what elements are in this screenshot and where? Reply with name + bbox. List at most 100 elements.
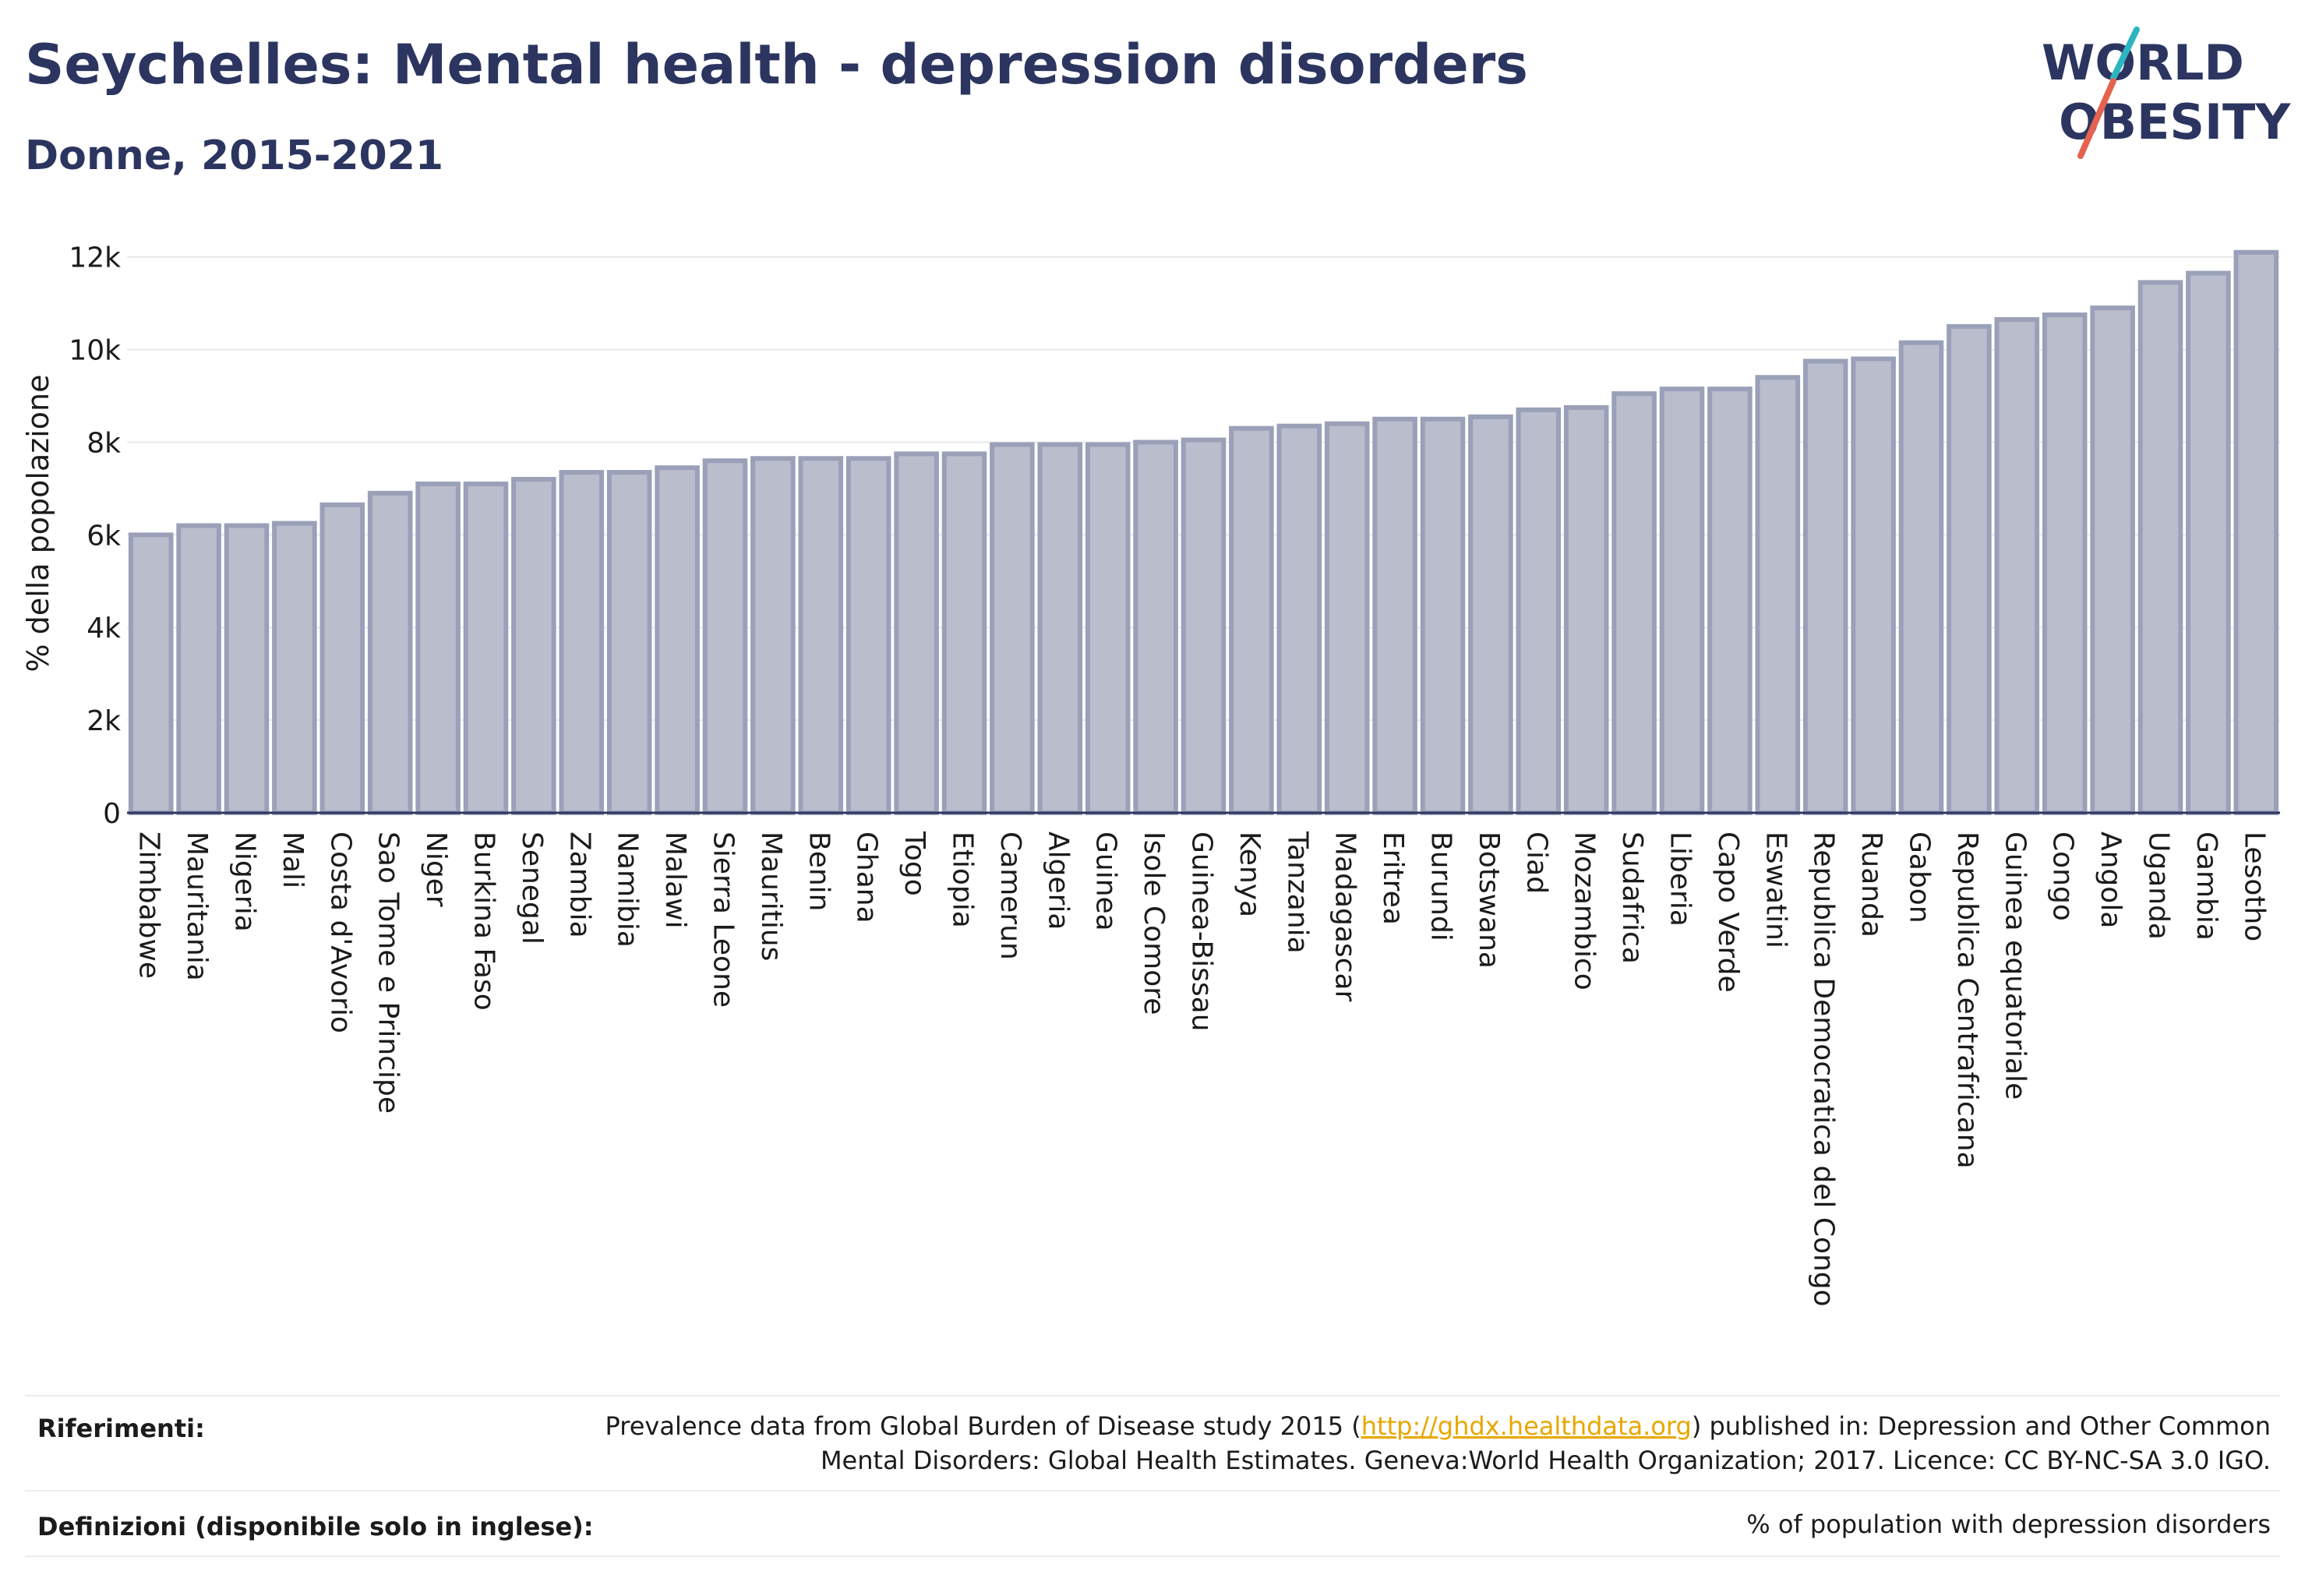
x-tick-label: Angola [2095, 832, 2127, 928]
bar[interactable] [1707, 387, 1753, 815]
x-tick-label: Kenya [1234, 832, 1265, 917]
x-tick-label: Liberia [1664, 832, 1696, 927]
references-text-pre: Prevalence data from Global Burden of Di… [605, 1411, 1361, 1441]
bar[interactable] [1181, 437, 1227, 815]
bar-chart: 0 2k 4k 6k 8k 10k 12k Zimbabwe Mauritania Nigeri… [21, 242, 2280, 1307]
x-tick-label: Mozambico [1569, 832, 1601, 990]
logo-word-world: WORLD [2042, 34, 2244, 91]
x-tick-label: Etiopia [947, 832, 979, 928]
bar[interactable] [2186, 270, 2231, 815]
x-tick-label: Isole Comore [1138, 832, 1170, 1015]
bar[interactable] [1085, 442, 1131, 816]
bar[interactable] [990, 442, 1035, 816]
bar[interactable] [1468, 414, 1513, 816]
bar[interactable] [2042, 312, 2088, 815]
bar[interactable] [367, 490, 413, 815]
x-tick-label: Guinea [1090, 832, 1122, 931]
x-tick-label: Costa d'Avorio [324, 832, 356, 1033]
bar[interactable] [1947, 323, 1992, 815]
bars [128, 249, 2279, 816]
bar[interactable] [1611, 391, 1657, 815]
y-tick-labels: 0 2k 4k 6k 8k 10k 12k [69, 242, 121, 830]
x-tick-label: Eswatini [1760, 832, 1791, 948]
bar[interactable] [1372, 416, 1417, 815]
bar[interactable] [1659, 387, 1705, 815]
bar[interactable] [559, 470, 605, 816]
world-obesity-logo: WORLD OBESITY [2042, 26, 2291, 159]
bar[interactable] [319, 502, 365, 815]
x-tick-label: Senegal [516, 832, 548, 945]
x-tick-label: Ruanda [1855, 832, 1887, 937]
bar[interactable] [1133, 440, 1178, 815]
y-tick-label: 4k [86, 613, 121, 644]
bar[interactable] [1755, 375, 1801, 816]
bar[interactable] [894, 451, 939, 816]
x-tick-labels: Zimbabwe Mauritania Nigeria Mali Costa d'Avo… [133, 831, 2271, 1307]
references-link[interactable]: http://ghdx.healthdata.org [1361, 1411, 1692, 1441]
bar[interactable] [224, 523, 270, 815]
bar[interactable] [798, 456, 844, 815]
x-tick-label: Algeria [1042, 832, 1074, 930]
x-tick-label: Zambia [563, 832, 595, 938]
references-label: Riferimenti: [37, 1414, 205, 1443]
bar[interactable] [1563, 404, 1609, 815]
bar[interactable] [845, 456, 891, 815]
bar[interactable] [511, 477, 556, 815]
x-tick-label: Zimbabwe [133, 832, 165, 979]
bar[interactable] [2090, 305, 2135, 815]
bar[interactable] [176, 523, 221, 815]
x-tick-label: Niger [420, 832, 452, 907]
x-tick-label: Mali [277, 832, 309, 888]
bar[interactable] [655, 465, 700, 815]
y-tick-label: 2k [86, 705, 121, 737]
y-tick-label: 8k [86, 427, 121, 459]
x-tick-label: Congo [2047, 832, 2079, 921]
x-tick-label: Ciad [1520, 832, 1552, 894]
bar[interactable] [272, 521, 317, 815]
page-subtitle: Donne, 2015-2021 [25, 132, 444, 179]
bar[interactable] [702, 458, 748, 815]
bar[interactable] [463, 481, 509, 815]
x-tick-label: Nigeria [229, 832, 261, 932]
x-tick-label: Benin [803, 832, 835, 911]
definitions-text: % of population with depression disorder… [1746, 1509, 2271, 1539]
x-tick-label: Malawi [659, 832, 691, 929]
bar[interactable] [941, 451, 987, 816]
footer-divider-top [25, 1395, 2280, 1396]
bar[interactable] [1324, 421, 1370, 815]
bar[interactable] [1516, 407, 1562, 815]
bar[interactable] [1276, 423, 1322, 816]
bar[interactable] [1420, 416, 1466, 815]
bar[interactable] [128, 532, 174, 815]
x-tick-label: Republica Centrafricana [1951, 832, 1983, 1169]
bar[interactable] [1802, 358, 1848, 815]
bar[interactable] [1229, 425, 1274, 815]
x-tick-label: Sudafrica [1616, 832, 1648, 964]
x-tick-label: Botswana [1473, 832, 1505, 969]
bar[interactable] [2137, 280, 2183, 815]
x-tick-label: Lesotho [2238, 832, 2270, 941]
x-tick-label: Uganda [2143, 832, 2175, 940]
bar[interactable] [1994, 316, 2040, 815]
x-tick-label: Namibia [612, 832, 644, 948]
bar[interactable] [1851, 356, 1896, 816]
bar[interactable] [415, 481, 461, 815]
bar[interactable] [750, 456, 796, 815]
x-tick-label: Eritrea [1377, 832, 1409, 925]
x-tick-label: Burundi [1425, 832, 1457, 941]
bar[interactable] [1037, 442, 1083, 816]
y-tick-label: 0 [103, 798, 121, 830]
references-text: Prevalence data from Global Burden of Di… [605, 1409, 2271, 1478]
x-tick-label: Ghana [851, 832, 883, 923]
bar[interactable] [2233, 249, 2279, 815]
footer-divider-bottom [25, 1555, 2280, 1557]
x-tick-label: Gambia [2190, 832, 2222, 941]
x-tick-label: Guinea-Bissau [1186, 832, 1218, 1032]
page-title: Seychelles: Mental health - depression d… [25, 33, 1528, 97]
bar[interactable] [606, 470, 652, 816]
logo-slash-coral [2077, 78, 2116, 159]
x-tick-label: Mauritania [181, 832, 213, 981]
y-axis-label: % della popolazione [21, 375, 55, 673]
x-tick-label: Capo Verde [1712, 832, 1744, 993]
bar[interactable] [1898, 340, 1944, 815]
